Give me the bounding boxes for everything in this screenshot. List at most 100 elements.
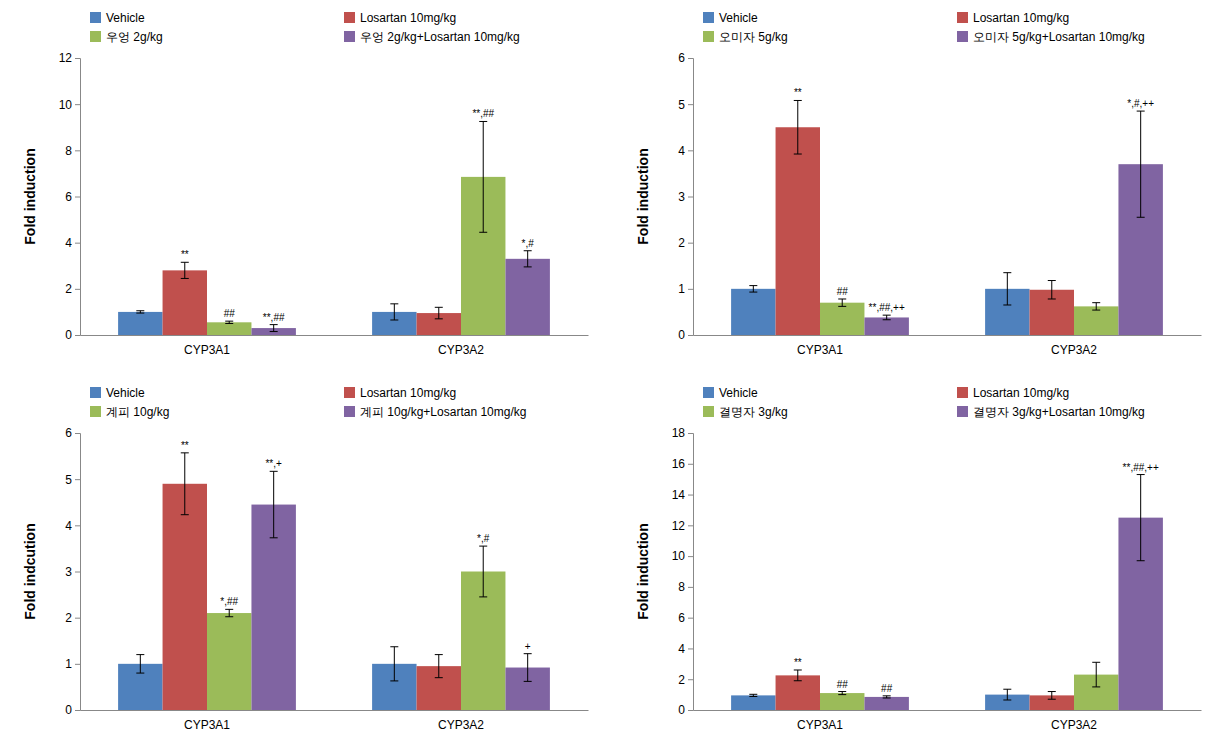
legend-swatch (957, 387, 968, 398)
error-bar-line (229, 609, 230, 616)
y-axis: 0123456 (678, 51, 693, 342)
error-bar-cap (270, 471, 278, 472)
tick-label: CYP3A2 (438, 718, 484, 732)
error-bar-cap (225, 616, 233, 617)
tick: 12 (672, 519, 693, 533)
significance-label: + (525, 641, 531, 652)
error-bar-cap (1092, 686, 1100, 687)
error-bar (270, 325, 278, 332)
tick: 5 (678, 98, 693, 112)
error-bar-cap (479, 232, 487, 233)
bar (118, 312, 162, 335)
axis-line (694, 710, 1202, 711)
error-bar-cap (1137, 217, 1145, 218)
error-bar-line (1051, 281, 1052, 299)
tick-label: 10 (672, 549, 686, 563)
legend-label: Losartan 10mg/kg (360, 386, 456, 400)
legend-item: 결명자 3g/kg (703, 405, 788, 419)
error-bar-cap (1092, 302, 1100, 303)
tick-label: 3 (678, 190, 685, 204)
tick: 6 (65, 426, 80, 440)
error-bar-cap (838, 306, 846, 307)
tick: CYP3A2 (1051, 335, 1097, 357)
error-bar (390, 304, 398, 320)
tick: 3 (678, 190, 693, 204)
legend-label: 계피 10g/kg+Losartan 10mg/kg (360, 405, 526, 419)
error-bar-cap (270, 537, 278, 538)
error-bar-cap (1003, 699, 1011, 700)
series (864, 111, 1162, 335)
tick: CYP3A1 (184, 335, 230, 357)
tick-mark (75, 335, 80, 336)
legend-item: Vehicle (90, 11, 145, 25)
tick-mark (75, 618, 80, 619)
figure: **##**,##**,##*,#024681012CYP3A1CYP3A2Fo… (0, 0, 1226, 750)
series (864, 475, 1162, 710)
axis-line (694, 335, 1202, 336)
tick-mark (688, 648, 693, 649)
plot-area (118, 453, 550, 710)
error-bar-line (1096, 662, 1097, 687)
tick-mark (688, 556, 693, 557)
legend-swatch (90, 12, 101, 23)
error-bar (524, 251, 532, 267)
tick-mark (688, 464, 693, 465)
error-bar (225, 609, 233, 616)
legend-swatch (90, 406, 101, 417)
error-bar-cap (794, 669, 802, 670)
error-bar-cap (479, 546, 487, 547)
tick: CYP3A2 (1051, 710, 1097, 732)
error-bar-line (1096, 303, 1097, 310)
bar (1074, 306, 1118, 335)
tick: 6 (65, 190, 80, 204)
significance-label: ** (794, 657, 802, 668)
error-bar-cap (225, 323, 233, 324)
error-bar-line (184, 453, 185, 515)
error-bar-line (1007, 273, 1008, 305)
tick: 2 (65, 611, 80, 625)
error-bar-cap (1137, 111, 1145, 112)
significance-label: ** (794, 87, 802, 98)
tick: 2 (678, 236, 693, 250)
error-bar (794, 100, 802, 154)
tick-mark (688, 495, 693, 496)
tick: 2 (678, 673, 693, 687)
significance-label: *,# (477, 533, 490, 544)
axis-line (81, 335, 589, 336)
legend-label: Vehicle (719, 386, 758, 400)
error-bar-cap (435, 654, 443, 655)
error-bar-cap (524, 266, 532, 267)
error-bar-line (753, 286, 754, 292)
error-bar-cap (270, 324, 278, 325)
tick: CYP3A1 (184, 710, 230, 732)
error-bar-cap (749, 694, 757, 695)
tick: 3 (65, 565, 80, 579)
tick-label: 5 (678, 98, 685, 112)
error-bar (225, 321, 233, 323)
error-bar-cap (1048, 699, 1056, 700)
error-bar-line (483, 121, 484, 232)
annotations: **##**,##**,##*,# (181, 108, 534, 322)
error-bar-line (527, 251, 528, 267)
chart-panel: **####**,##,++024681012141618CYP3A1CYP3A… (635, 386, 1202, 732)
error-bar-cap (270, 331, 278, 332)
legend-item: 결명자 3g/kg+Losartan 10mg/kg (957, 405, 1145, 419)
error-bar-line (140, 655, 141, 673)
bar (207, 613, 251, 710)
tick: 2 (65, 282, 80, 296)
tick: 0 (678, 703, 693, 717)
tick-mark (75, 197, 80, 198)
legend-swatch (703, 31, 714, 42)
tick: CYP3A1 (797, 335, 843, 357)
significance-label: **,##,++ (1123, 462, 1159, 473)
legend-item: Losartan 10mg/kg (344, 11, 456, 25)
tick: 8 (678, 580, 693, 594)
axis-line (81, 710, 589, 711)
tick: 12 (59, 51, 80, 65)
error-bar (794, 670, 802, 681)
error-bar-cap (838, 298, 846, 299)
error-bar-cap (838, 691, 846, 692)
legend-item: 우엉 2g/kg+Losartan 10mg/kg (344, 30, 520, 44)
tick-label: 6 (65, 426, 72, 440)
significance-label: *,# (522, 238, 535, 249)
